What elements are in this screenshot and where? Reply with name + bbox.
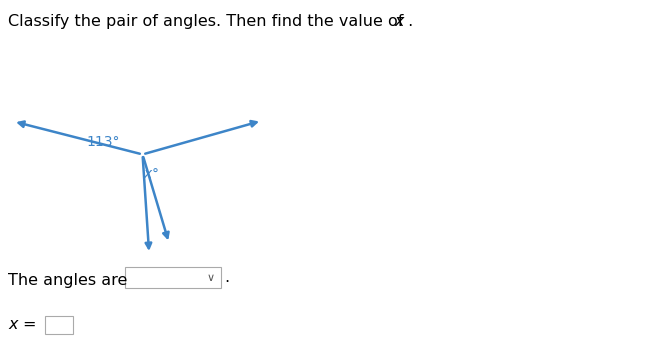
Text: 113°: 113° (86, 135, 119, 149)
Text: ∨: ∨ (207, 273, 215, 283)
Text: $x$: $x$ (394, 14, 406, 29)
FancyBboxPatch shape (125, 267, 221, 288)
Text: $x°$: $x°$ (143, 167, 159, 181)
Text: The angles are: The angles are (8, 273, 127, 288)
Text: .: . (224, 270, 229, 285)
Text: $x$ =: $x$ = (8, 317, 36, 332)
Text: .: . (403, 14, 413, 29)
FancyBboxPatch shape (45, 316, 73, 334)
Text: Classify the pair of angles. Then find the value of: Classify the pair of angles. Then find t… (8, 14, 408, 29)
